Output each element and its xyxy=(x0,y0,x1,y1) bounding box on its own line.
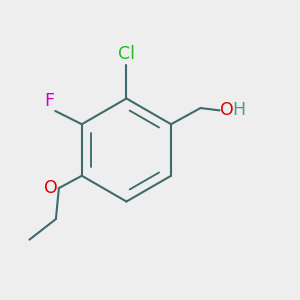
Text: F: F xyxy=(44,92,54,110)
Text: H: H xyxy=(232,101,245,119)
Text: O: O xyxy=(220,101,234,119)
Text: Cl: Cl xyxy=(118,45,135,63)
Text: O: O xyxy=(44,178,58,196)
